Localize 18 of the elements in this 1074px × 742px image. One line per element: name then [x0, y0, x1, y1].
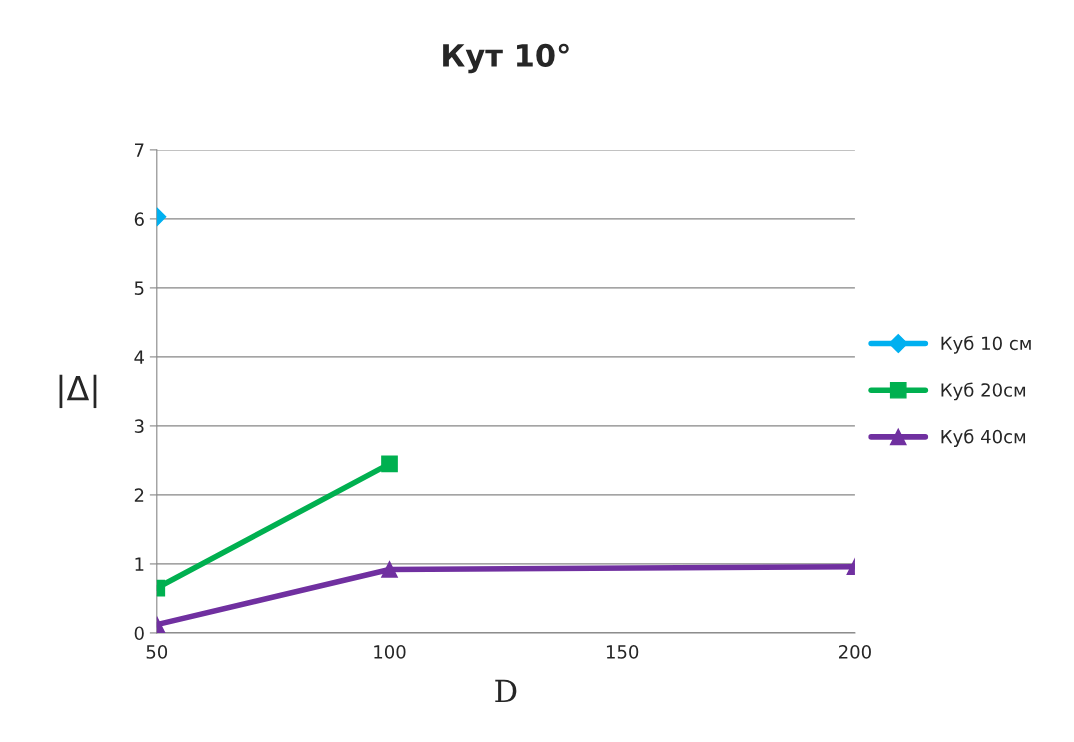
y-tick-label: 2	[134, 488, 144, 502]
legend-label: Куб 20см	[941, 382, 1026, 401]
y-tick-label: 7	[134, 143, 144, 157]
x-tick-label: 100	[374, 645, 406, 659]
legend-label: Куб 40см	[941, 429, 1026, 447]
y-axis-title: |Δ|	[59, 374, 97, 409]
y-tick-label: 0	[134, 626, 144, 641]
x-axis-title: D	[495, 679, 517, 703]
y-tick-label: 1	[135, 557, 144, 571]
y-tick-label: 3	[134, 419, 144, 434]
y-tick-label: 5	[134, 281, 144, 296]
y-tick-label: 4	[134, 350, 144, 364]
chart-title: Кут 10°	[443, 43, 569, 74]
y-tick-label: 6	[134, 212, 144, 227]
x-tick-label: 200	[839, 645, 871, 659]
x-tick-label: 150	[606, 645, 639, 659]
x-tick-label: 50	[146, 645, 168, 659]
legend-label: Куб 10 см	[941, 335, 1031, 354]
